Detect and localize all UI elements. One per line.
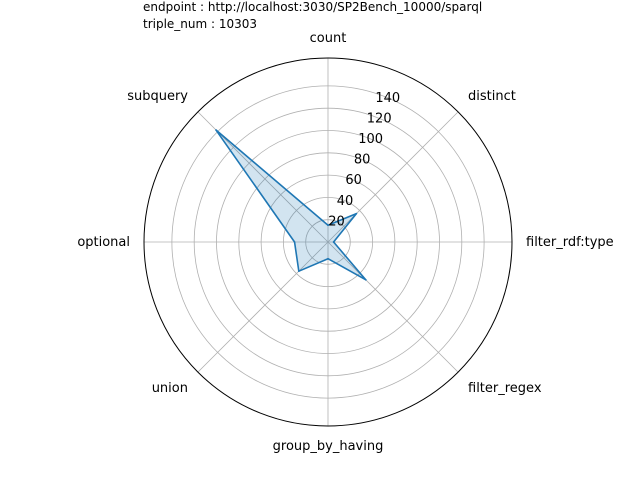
spoke-union [197,241,329,373]
axis-label-optional: optional [77,235,130,250]
axis-label-subquery: subquery [127,89,188,104]
radial-tick-label: 20 [328,214,345,229]
radial-grid [143,57,513,427]
data-point-filter-rdf-type [332,241,335,243]
radial-tick-label: 140 [375,91,400,106]
outer-boundary [143,57,513,427]
radial-tick-label: 100 [358,132,383,147]
data-point-group-by-having [327,257,329,260]
data-series [215,129,367,281]
axis-labels: 20 40 60 80 100 120 140 count distinct filter_rdf… [77,31,613,454]
radial-tick-label: 60 [345,173,362,188]
radial-tick-label: 120 [367,111,392,126]
data-point-subquery [215,129,217,131]
data-point-optional [293,241,296,243]
axis-label-group-by-having: group_by_having [273,439,384,454]
axis-label-filter-rdf-type: filter_rdf:type [526,235,614,250]
chart-title-endpoint: endpoint : http://localhost:3030/SP2Benc… [143,0,483,14]
axis-label-distinct: distinct [468,89,516,104]
axis-label-filter-regex: filter_regex [468,381,542,396]
radial-tick-label: 80 [354,153,371,168]
data-point-distinct [355,212,358,215]
series-area [216,130,366,280]
radial-tick-label: 40 [337,194,354,209]
data-point-union [298,270,300,272]
spoke-filter-regex [327,241,459,373]
spoke-distinct [327,111,459,243]
axis-label-count: count [310,31,347,46]
data-point-filter-regex [365,279,367,281]
chart-title-triple-num: triple_num : 10303 [143,17,258,31]
data-point-count [327,224,329,227]
axis-label-union: union [152,381,188,396]
